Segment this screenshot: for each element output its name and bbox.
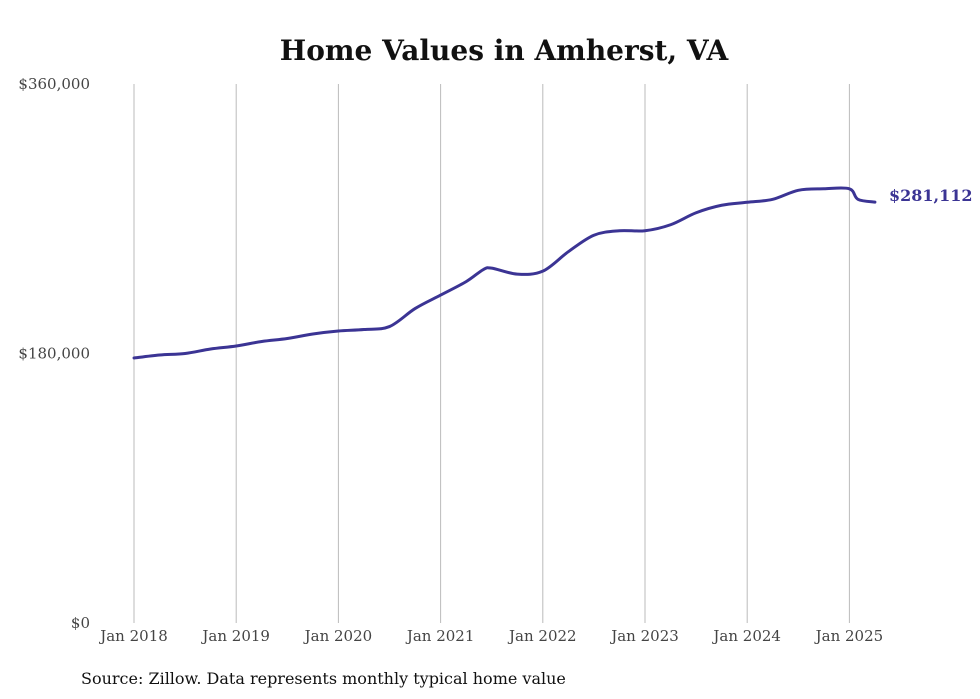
x-tick-label: Jan 2022 bbox=[507, 627, 577, 645]
x-tick-label: Jan 2025 bbox=[814, 627, 884, 645]
grid bbox=[133, 84, 850, 623]
source-note: Source: Zillow. Data represents monthly … bbox=[81, 669, 566, 688]
x-tick-label: Jan 2018 bbox=[98, 627, 168, 645]
y-axis: $0 $180,000 $360,000 bbox=[18, 75, 90, 632]
y-tick-label: $180,000 bbox=[18, 345, 90, 363]
x-tick-label: Jan 2023 bbox=[609, 627, 679, 645]
y-tick-label: $360,000 bbox=[18, 75, 90, 93]
chart-title: Home Values in Amherst, VA bbox=[280, 34, 730, 67]
x-tick-label: Jan 2020 bbox=[303, 627, 373, 645]
x-axis: Jan 2018 Jan 2019 Jan 2020 Jan 2021 Jan 2022… bbox=[98, 627, 883, 645]
series-line bbox=[132, 186, 877, 360]
x-tick-label: Jan 2021 bbox=[405, 627, 475, 645]
x-tick-label: Jan 2024 bbox=[711, 627, 781, 645]
end-value-label: $281,112 bbox=[889, 186, 973, 205]
y-tick-label: $0 bbox=[71, 614, 90, 632]
x-tick-label: Jan 2019 bbox=[200, 627, 270, 645]
